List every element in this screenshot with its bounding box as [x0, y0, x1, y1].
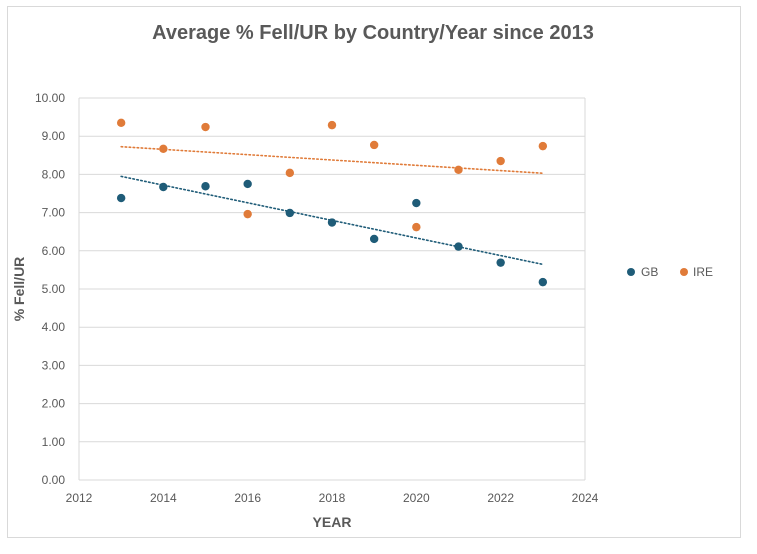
- x-axis-label: YEAR: [313, 514, 352, 530]
- y-tick-label: 6.00: [42, 244, 66, 258]
- legend-marker-ire: [680, 268, 688, 276]
- legend-label-ire: IRE: [693, 265, 713, 279]
- point-ire: [327, 120, 337, 130]
- point-gb: [538, 277, 548, 287]
- x-tick-label: 2012: [66, 491, 93, 505]
- x-tick-labels: 2012 2014 2016 2018 2020 2022 2024: [66, 491, 599, 505]
- legend-marker-gb: [627, 268, 635, 276]
- point-gb: [327, 218, 337, 227]
- y-tick-label: 0.00: [42, 473, 66, 487]
- chart-frame: [7, 6, 741, 538]
- point-ire: [201, 122, 210, 132]
- point-gb: [369, 234, 379, 244]
- chart-title: Average % Fell/UR by Country/Year since …: [152, 22, 594, 44]
- y-axis-label: % Fell/UR: [11, 257, 27, 322]
- x-tick-label: 2018: [319, 491, 346, 505]
- point-ire: [116, 118, 126, 128]
- legend: GB IRE: [627, 265, 713, 279]
- point-ire: [496, 156, 505, 166]
- y-tick-label: 2.00: [42, 397, 66, 411]
- point-gb: [159, 182, 168, 192]
- point-ire: [369, 140, 379, 150]
- point-gb: [496, 258, 505, 267]
- trendlines: [120, 145, 544, 266]
- point-gb: [412, 198, 421, 208]
- point-ire: [412, 222, 421, 232]
- y-tick-label: 8.00: [42, 167, 66, 181]
- point-ire: [159, 144, 168, 154]
- point-gb: [285, 208, 295, 218]
- legend-label-gb: GB: [641, 265, 658, 279]
- y-tick-label: 10.00: [35, 91, 65, 105]
- point-ire: [285, 168, 295, 178]
- x-tick-label: 2024: [572, 491, 599, 505]
- trendline-ire: [120, 145, 544, 175]
- x-tick-label: 2022: [487, 491, 514, 505]
- y-tick-label: 9.00: [42, 129, 66, 143]
- gridlines: [78, 97, 586, 481]
- point-ire: [454, 165, 463, 175]
- x-tick-label: 2014: [150, 491, 177, 505]
- y-tick-label: 7.00: [42, 206, 66, 220]
- x-tick-label: 2020: [403, 491, 430, 505]
- y-tick-label: 5.00: [42, 282, 66, 296]
- x-tick-label: 2016: [234, 491, 261, 505]
- y-tick-label: 4.00: [42, 320, 66, 334]
- data-points: [116, 118, 548, 287]
- y-tick-label: 3.00: [42, 358, 66, 372]
- point-gb: [201, 182, 210, 191]
- point-ire: [243, 209, 252, 219]
- y-tick-labels: 0.00 1.00 2.00 3.00 4.00 5.00 6.00 7.00 8.00 9.00…: [35, 91, 65, 487]
- y-tick-label: 1.00: [42, 435, 66, 449]
- point-gb: [116, 193, 126, 203]
- point-ire: [538, 141, 548, 151]
- point-gb: [243, 179, 252, 189]
- point-gb: [454, 242, 463, 251]
